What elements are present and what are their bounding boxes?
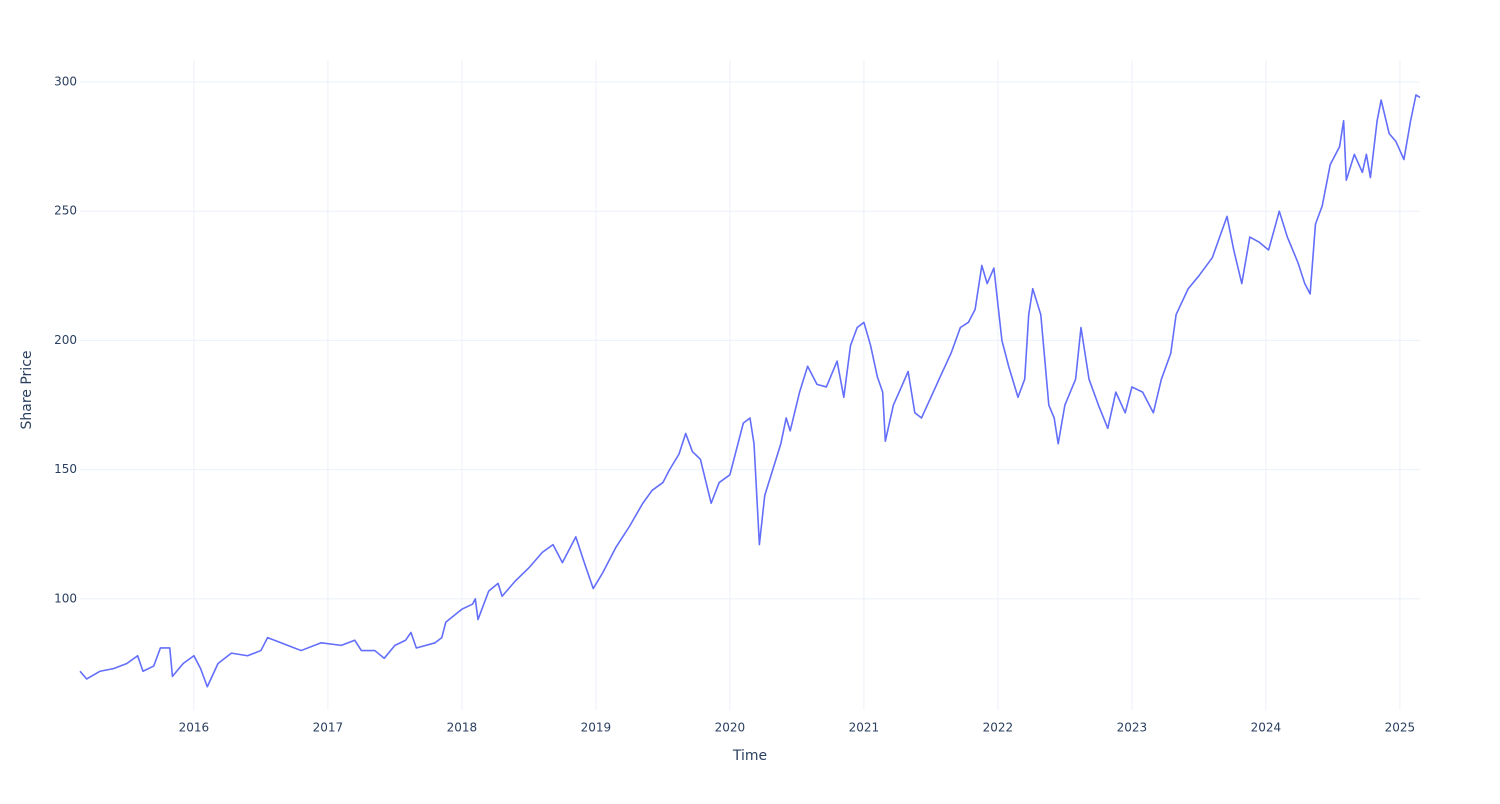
x-tick-label: 2021 [849, 721, 880, 735]
x-tick-label: 2024 [1251, 721, 1282, 735]
x-axis-title: Time [732, 748, 767, 764]
x-tick-label: 2016 [179, 721, 210, 735]
x-tick-label: 2023 [1117, 721, 1148, 735]
y-tick-label: 200 [54, 333, 77, 347]
x-tick-label: 2018 [447, 721, 478, 735]
x-tick-label: 2017 [313, 721, 344, 735]
x-tick-label: 2025 [1385, 721, 1416, 735]
y-tick-label: 100 [54, 591, 77, 605]
y-tick-label: 250 [54, 204, 77, 218]
price-line [79, 94, 1421, 688]
x-tick-label: 2022 [983, 721, 1014, 735]
y-tick-label: 150 [54, 462, 77, 476]
x-tick-label: 2019 [581, 721, 612, 735]
x-tick-label: 2020 [715, 721, 746, 735]
y-tick-label: 300 [54, 74, 77, 88]
y-axis-title: Share Price [19, 350, 35, 429]
